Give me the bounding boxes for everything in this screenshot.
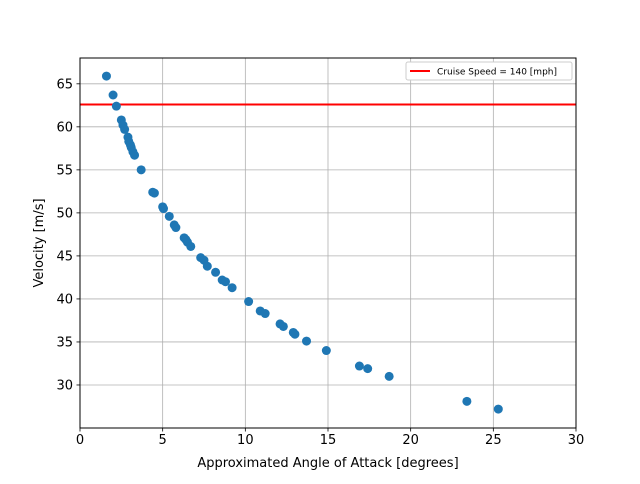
x-tick-label: 10 bbox=[237, 433, 254, 448]
data-point bbox=[354, 361, 364, 371]
legend: Cruise Speed = 140 [mph] bbox=[405, 61, 573, 81]
data-point bbox=[130, 150, 140, 160]
y-tick-label: 35 bbox=[56, 335, 73, 350]
legend-box bbox=[405, 61, 573, 81]
data-point bbox=[211, 267, 221, 277]
y-axis-ticks: 30 35 40 45 50 55 60 65 bbox=[56, 77, 80, 393]
x-tick-label: 5 bbox=[159, 433, 167, 448]
data-point bbox=[158, 204, 168, 214]
data-point bbox=[384, 371, 394, 381]
data-points bbox=[101, 71, 503, 414]
x-axis-label: Approximated Angle of Attack [degrees] bbox=[197, 456, 458, 471]
y-tick-label: 50 bbox=[56, 206, 73, 221]
legend-label: Cruise Speed = 140 [mph] bbox=[437, 68, 557, 78]
data-point bbox=[149, 188, 159, 198]
data-point bbox=[290, 329, 300, 339]
data-point bbox=[321, 346, 331, 356]
data-point bbox=[302, 336, 312, 346]
y-tick-label: 55 bbox=[56, 163, 73, 178]
data-point bbox=[227, 283, 237, 293]
y-tick-label: 30 bbox=[56, 378, 73, 393]
data-point bbox=[120, 124, 130, 134]
y-axis-label: Velocity [m/s] bbox=[32, 198, 47, 287]
x-tick-label: 20 bbox=[402, 433, 419, 448]
y-tick-label: 65 bbox=[56, 77, 73, 92]
x-tick-label: 0 bbox=[76, 433, 84, 448]
y-tick-label: 60 bbox=[56, 120, 73, 135]
data-point bbox=[111, 101, 121, 111]
y-tick-label: 40 bbox=[56, 292, 73, 307]
data-point bbox=[108, 90, 118, 100]
data-point bbox=[260, 309, 270, 319]
data-point bbox=[493, 404, 503, 414]
data-point bbox=[101, 71, 111, 81]
y-tick-label: 45 bbox=[56, 249, 73, 264]
x-tick-label: 30 bbox=[568, 433, 585, 448]
data-point bbox=[136, 165, 146, 175]
data-point bbox=[202, 261, 212, 271]
data-point bbox=[220, 277, 230, 287]
x-tick-label: 25 bbox=[485, 433, 502, 448]
data-point bbox=[164, 211, 174, 221]
data-point bbox=[278, 321, 288, 331]
x-axis-ticks: 0 5 10 15 20 25 30 bbox=[76, 428, 584, 448]
data-point bbox=[363, 364, 373, 374]
data-point bbox=[244, 297, 254, 307]
x-tick-label: 15 bbox=[320, 433, 337, 448]
data-point bbox=[186, 241, 196, 251]
data-point bbox=[171, 223, 181, 233]
data-point bbox=[462, 396, 472, 406]
